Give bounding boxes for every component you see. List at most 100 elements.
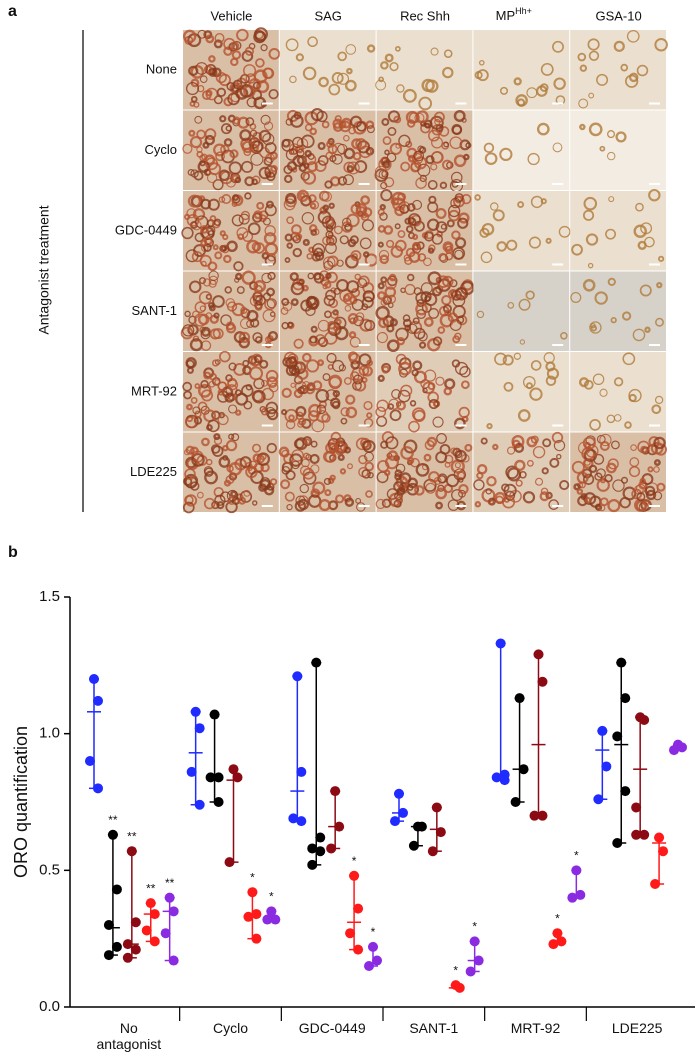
stain-droplet [423, 453, 432, 462]
stain-droplet [197, 84, 205, 93]
stain-droplet [628, 388, 642, 403]
micrograph-bg [473, 271, 570, 351]
stain-droplet [394, 223, 401, 230]
stain-droplet [241, 50, 254, 62]
stain-droplet [460, 380, 470, 390]
stain-droplet [439, 443, 451, 455]
stain-droplet [338, 364, 346, 372]
stain-droplet [396, 84, 405, 93]
significance: * [574, 849, 579, 863]
data-point [639, 715, 650, 725]
stain-droplet [414, 485, 425, 496]
stain-droplet [480, 251, 493, 264]
stain-droplet [213, 312, 220, 319]
stain-droplet [553, 439, 566, 452]
stain-droplet [268, 89, 279, 100]
data-point [529, 810, 540, 821]
data-point [232, 772, 243, 783]
stain-droplet [653, 491, 663, 501]
stain-droplet [387, 450, 399, 461]
stain-droplet [425, 155, 435, 165]
stain-droplet [501, 483, 510, 492]
stain-droplet [337, 51, 348, 62]
stain-droplet [400, 384, 413, 397]
stain-droplet [278, 446, 290, 458]
stain-droplet [364, 319, 376, 331]
stain-droplet [198, 290, 213, 305]
stain-droplet [260, 44, 268, 52]
stain-droplet [304, 149, 312, 158]
stain-droplet [239, 490, 253, 503]
stain-droplet [284, 408, 299, 423]
stain-droplet [209, 215, 217, 222]
stain-droplet [285, 470, 296, 481]
stain-droplet [300, 134, 315, 149]
stain-droplet [181, 226, 194, 240]
stain-droplet [281, 387, 292, 398]
stain-droplet [596, 478, 610, 492]
stain-droplet [204, 470, 218, 485]
stain-droplet [328, 374, 343, 389]
data-point [669, 745, 679, 756]
stain-droplet [333, 225, 343, 235]
stain-droplet [200, 326, 211, 337]
stain-droplet [243, 400, 253, 410]
stain-droplet [588, 122, 603, 137]
stain-droplet [653, 459, 661, 466]
stain-droplet [545, 361, 556, 372]
stain-droplet [506, 239, 518, 251]
stain-droplet [610, 317, 617, 324]
micrograph [279, 351, 376, 433]
stain-droplet [384, 469, 391, 477]
stain-droplet [515, 479, 523, 487]
stain-droplet [329, 474, 336, 481]
stain-droplet [303, 438, 311, 446]
stain-droplet [573, 483, 581, 491]
stain-droplet [299, 384, 309, 395]
data-point [103, 950, 114, 961]
stain-droplet [186, 214, 200, 227]
stain-droplet [516, 98, 526, 107]
stain-droplet [227, 377, 237, 388]
stain-droplet [358, 454, 368, 465]
stain-droplet [541, 467, 549, 475]
stain-droplet [310, 440, 318, 448]
stain-droplet [513, 77, 522, 86]
stain-droplet [621, 311, 632, 321]
stain-droplet [405, 225, 414, 233]
data-point [330, 786, 341, 797]
stain-droplet [387, 127, 397, 136]
stain-droplet [212, 179, 224, 191]
stain-droplet [311, 419, 325, 433]
stain-droplet [583, 196, 598, 211]
stain-droplet [339, 468, 347, 475]
stain-droplet [250, 318, 260, 328]
stain-droplet [427, 382, 436, 391]
stain-droplet [334, 115, 342, 123]
y-tick-label: 0.0 [39, 998, 60, 1015]
stain-droplet [309, 453, 320, 465]
stain-droplet [293, 338, 304, 349]
micrograph [279, 30, 376, 110]
stain-droplet [218, 169, 231, 182]
stain-droplet [286, 216, 295, 225]
stain-droplet [529, 387, 543, 401]
data-point [349, 870, 360, 881]
stain-droplet [526, 87, 538, 99]
stain-droplet [452, 125, 463, 135]
stain-droplet [637, 440, 650, 454]
data-point [518, 764, 529, 775]
stain-droplet [606, 130, 616, 139]
stain-droplet [285, 364, 297, 377]
data-point [469, 936, 480, 947]
data-point [168, 906, 179, 917]
stain-droplet [247, 222, 261, 236]
micrograph-bg [473, 110, 570, 190]
stain-droplet [252, 140, 264, 153]
stain-droplet [212, 244, 219, 251]
stain-droplet [225, 475, 235, 485]
data-point [168, 955, 179, 966]
stain-droplet [347, 351, 359, 362]
data-point [473, 955, 484, 966]
stain-droplet [318, 76, 329, 88]
